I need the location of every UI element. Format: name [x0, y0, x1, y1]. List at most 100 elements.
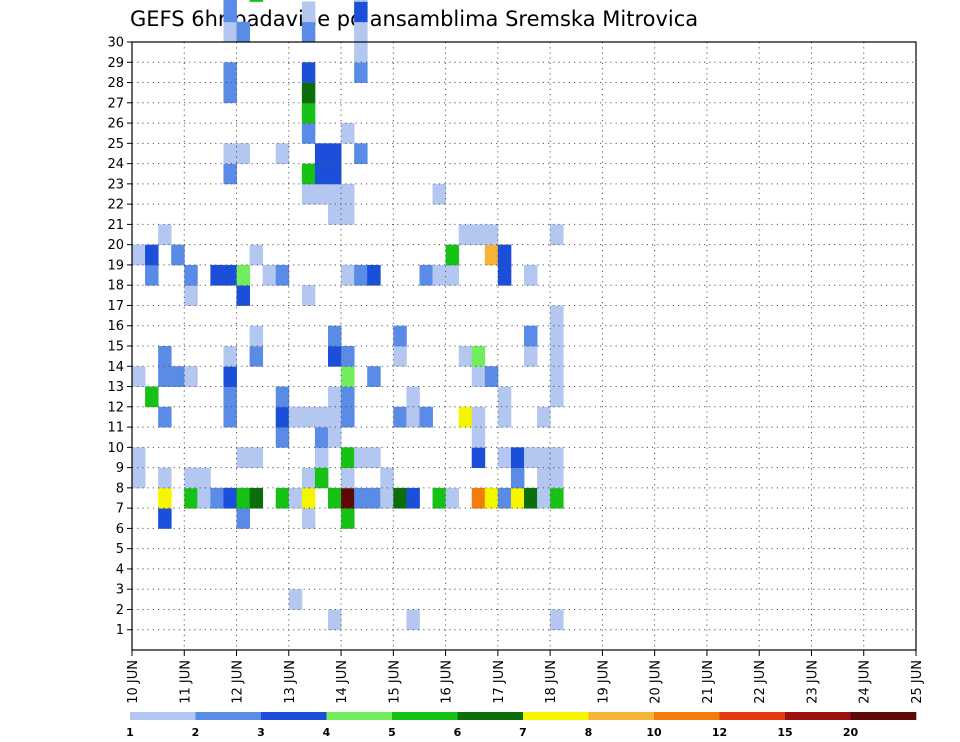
- heatmap-cell: [341, 467, 355, 489]
- heatmap-cell: [484, 224, 499, 246]
- heatmap-cell: [406, 487, 420, 509]
- heatmap-cell: [249, 447, 264, 468]
- heatmap-cell: [510, 447, 525, 468]
- heatmap-cell: [341, 406, 355, 428]
- legend-label: 8: [585, 726, 593, 739]
- heatmap-cell: [367, 366, 381, 387]
- heatmap-cell: [197, 467, 211, 489]
- heatmap-cell: [406, 609, 420, 631]
- heatmap-cell: [301, 62, 316, 83]
- heatmap-cell: [236, 21, 250, 43]
- heatmap-cell: [497, 447, 512, 468]
- heatmap-cell: [314, 143, 329, 164]
- y-tick-label: 8: [116, 481, 124, 496]
- heatmap-cell: [145, 264, 159, 286]
- heatmap-cell: [550, 366, 564, 387]
- heatmap-cell: [341, 366, 355, 387]
- heatmap-cell: [550, 224, 564, 246]
- heatmap-cell: [184, 285, 198, 306]
- legend-swatch: [326, 712, 393, 720]
- heatmap-cell: [341, 123, 355, 144]
- heatmap-cell: [184, 487, 198, 509]
- heatmap-cell: [236, 264, 250, 286]
- heatmap-cell: [145, 386, 159, 408]
- heatmap-cell: [262, 264, 277, 286]
- heatmap-cell: [314, 427, 329, 448]
- heatmap-cell: [471, 346, 486, 367]
- heatmap-cell: [223, 264, 237, 286]
- heatmap-cell: [301, 1, 316, 23]
- heatmap-cell: [341, 346, 355, 367]
- heatmap-cell: [158, 508, 172, 529]
- heatmap-cell: [393, 487, 407, 509]
- heatmap-cell: [393, 406, 407, 428]
- heatmap-cells: [132, 0, 564, 631]
- heatmap-cell: [471, 224, 486, 246]
- y-tick-label: 23: [107, 177, 124, 192]
- x-tick-label: 19 JUN: [596, 660, 611, 704]
- x-tick-label: 10 JUN: [126, 660, 141, 704]
- legend-swatch: [457, 712, 524, 720]
- heatmap-cell: [314, 163, 329, 185]
- heatmap-cell: [550, 467, 564, 489]
- heatmap-cell: [524, 325, 538, 347]
- heatmap-cell: [458, 224, 473, 246]
- heatmap-cell: [341, 386, 355, 408]
- heatmap-cell: [380, 487, 394, 509]
- legend-swatch: [588, 712, 655, 720]
- heatmap-cell: [524, 264, 538, 286]
- heatmap-cell: [550, 447, 564, 468]
- y-tick-label: 10: [107, 441, 124, 456]
- heatmap-cell: [328, 609, 342, 631]
- legend-label: 7: [519, 726, 527, 739]
- heatmap-cell: [301, 508, 316, 529]
- heatmap-cell: [301, 102, 316, 124]
- heatmap-cell: [301, 183, 316, 205]
- legend-swatch: [850, 712, 917, 720]
- heatmap-cell: [249, 244, 264, 266]
- heatmap-cell: [171, 244, 185, 266]
- heatmap-cell: [314, 406, 329, 428]
- x-tick-label: 17 JUN: [492, 660, 507, 704]
- x-tick-label: 24 JUN: [858, 660, 873, 704]
- heatmap-cell: [471, 366, 486, 387]
- y-tick-label: 19: [107, 258, 124, 273]
- heatmap-cell: [249, 0, 264, 2]
- y-tick-label: 21: [107, 218, 124, 233]
- heatmap-cell: [132, 366, 146, 387]
- y-tick-label: 1: [116, 623, 124, 638]
- chart-title: GEFS 6hr padavine po ansamblima Sremska …: [130, 7, 698, 31]
- heatmap-cell: [510, 487, 525, 509]
- heatmap-cell: [236, 285, 250, 306]
- y-axis-ticks: 1234567891011121314151617181920212223242…: [107, 36, 132, 638]
- heatmap-cell: [314, 467, 329, 489]
- heatmap-cell: [223, 143, 237, 164]
- heatmap-cell: [354, 62, 368, 83]
- heatmap-cell: [354, 1, 368, 23]
- heatmap-cell: [524, 346, 538, 367]
- heatmap-cell: [354, 487, 368, 509]
- heatmap-cell: [341, 264, 355, 286]
- heatmap-cell: [497, 386, 512, 408]
- y-tick-label: 22: [107, 198, 124, 213]
- heatmap-cell: [171, 366, 185, 387]
- heatmap-cell: [288, 589, 303, 610]
- x-tick-label: 16 JUN: [440, 660, 455, 704]
- legend-swatch: [719, 712, 786, 720]
- heatmap-cell: [524, 447, 538, 468]
- heatmap-cell: [484, 487, 499, 509]
- y-tick-label: 3: [116, 583, 124, 598]
- heatmap-cell: [132, 244, 146, 266]
- heatmap-cell: [158, 346, 172, 367]
- heatmap-cell: [471, 447, 486, 468]
- heatmap-cell: [550, 609, 564, 631]
- heatmap-cell: [132, 447, 146, 468]
- heatmap-cell: [550, 386, 564, 408]
- y-tick-label: 24: [107, 157, 124, 172]
- heatmap-cell: [158, 487, 172, 509]
- legend-swatch: [785, 712, 851, 720]
- x-tick-label: 21 JUN: [701, 660, 716, 704]
- heatmap-cell: [367, 447, 381, 468]
- heatmap-cell: [236, 143, 250, 164]
- heatmap-cell: [223, 82, 237, 104]
